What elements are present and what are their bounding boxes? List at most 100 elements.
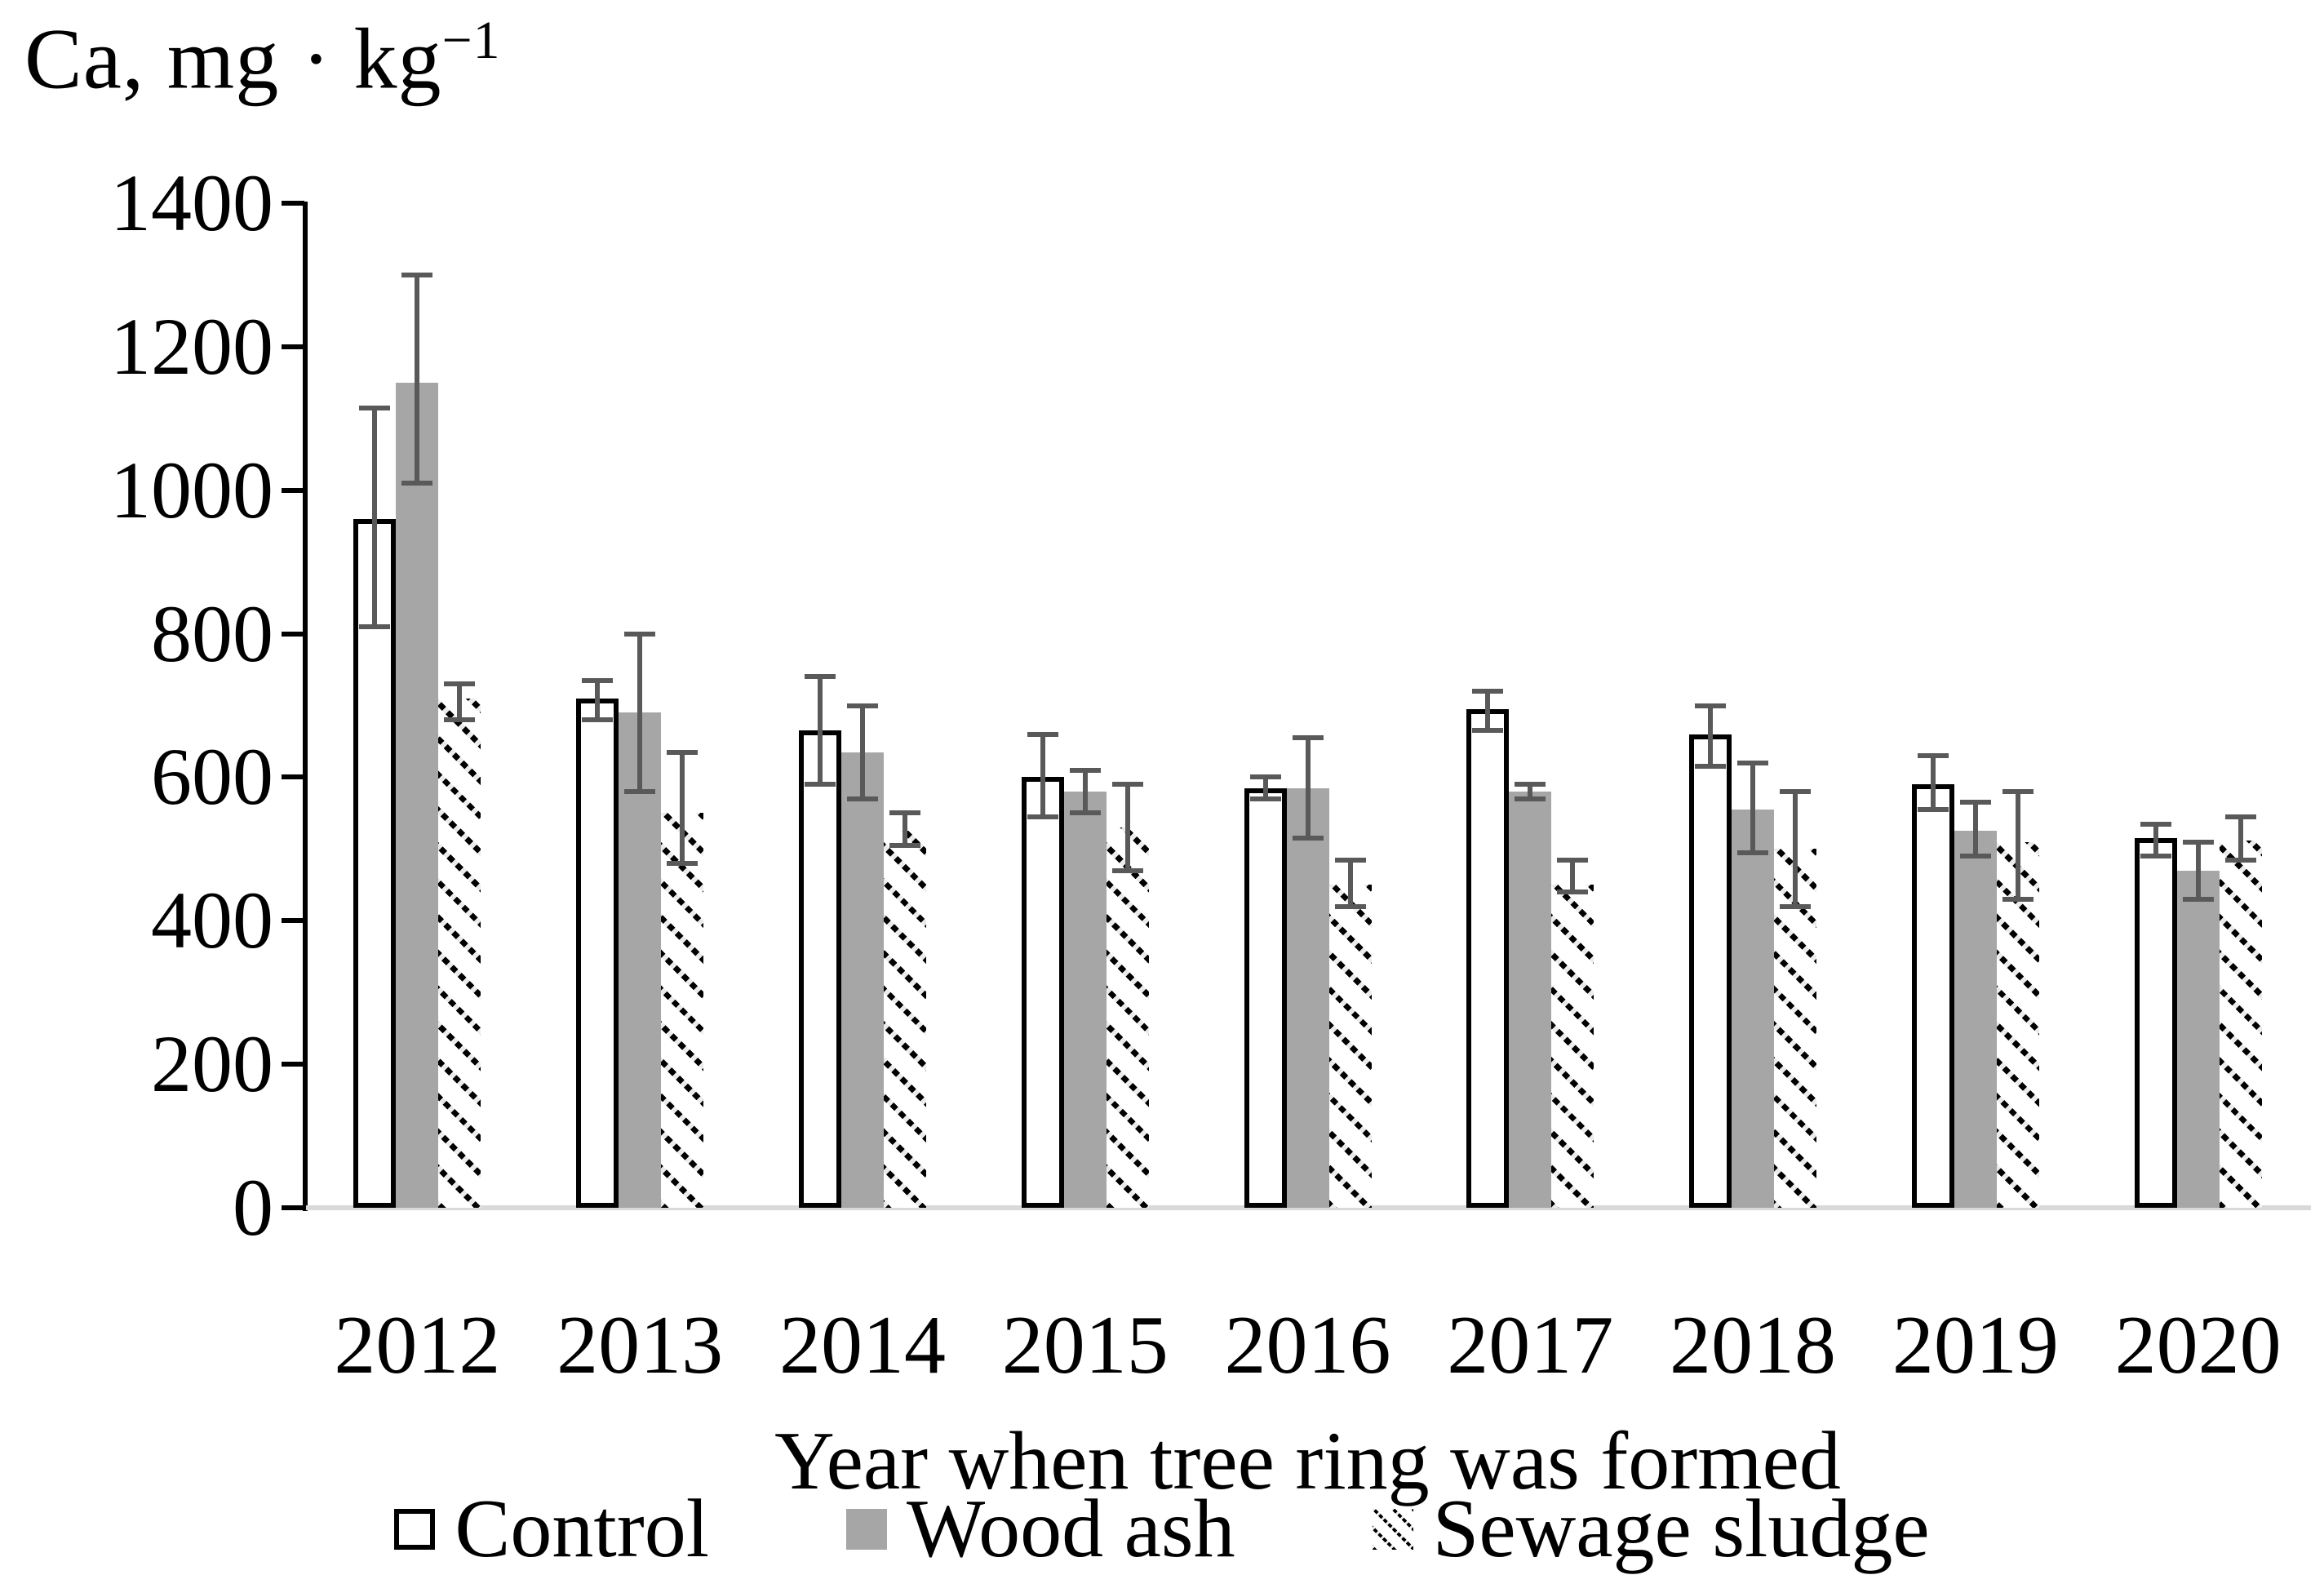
y-tick-label: 200 [151, 1018, 273, 1110]
legend-item-sewage-sludge: Sewage sludge [1372, 1487, 1930, 1572]
error-cap-top-sewage-2018 [1780, 789, 1812, 794]
x-tick-label-2020: 2020 [2114, 1299, 2282, 1391]
error-cap-bottom-wood-ash-2018 [1737, 850, 1769, 855]
error-cap-bottom-wood-ash-2013 [624, 789, 656, 794]
error-bar-wood-ash-2013 [637, 633, 643, 792]
error-cap-top-control-2014 [804, 674, 836, 680]
error-bar-sewage-2020 [2238, 816, 2243, 860]
y-tick-label: 800 [151, 588, 273, 679]
error-bar-sewage-2015 [1124, 784, 1130, 871]
error-cap-bottom-sewage-2019 [2002, 896, 2034, 902]
y-tick-label: 600 [151, 731, 273, 823]
error-cap-bottom-control-2012 [359, 623, 391, 629]
error-cap-top-wood-ash-2013 [624, 631, 656, 637]
error-bar-wood-ash-2017 [1528, 784, 1533, 799]
y-tick-mark [282, 774, 304, 780]
y-tick-mark [282, 1062, 304, 1067]
error-bar-control-2015 [1040, 734, 1045, 817]
error-cap-top-control-2013 [582, 677, 614, 683]
error-cap-top-wood-ash-2018 [1737, 760, 1769, 765]
error-cap-bottom-sewage-2014 [889, 842, 920, 848]
error-cap-bottom-wood-ash-2019 [1959, 854, 1991, 859]
bar-sewage-2016 [1328, 885, 1372, 1208]
x-axis-title: Year when tree ring was formed [774, 1415, 1841, 1507]
error-bar-sewage-2014 [902, 813, 907, 845]
legend-swatch-control [394, 1509, 436, 1550]
bar-sewage-2019 [1996, 841, 2039, 1208]
y-tick-label: 0 [233, 1162, 273, 1253]
error-cap-top-sewage-2020 [2224, 814, 2256, 819]
legend-label-control: Control [455, 1483, 710, 1575]
error-bar-wood-ash-2016 [1305, 738, 1311, 839]
error-cap-top-control-2020 [2140, 821, 2171, 827]
bar-control-2016 [1244, 788, 1287, 1208]
error-bar-wood-ash-2014 [859, 705, 865, 799]
bar-control-2014 [798, 730, 841, 1208]
error-cap-bottom-sewage-2012 [444, 717, 476, 723]
bar-control-2013 [576, 698, 619, 1208]
bar-wood-ash-2015 [1063, 792, 1107, 1208]
chart-title-main: Ca, mg · kg [24, 11, 442, 107]
error-cap-bottom-wood-ash-2017 [1515, 796, 1546, 801]
error-cap-top-control-2018 [1695, 703, 1727, 708]
error-cap-bottom-control-2017 [1472, 728, 1504, 734]
error-cap-bottom-control-2016 [1249, 796, 1281, 801]
x-tick-label-2014: 2014 [778, 1299, 946, 1391]
error-cap-top-wood-ash-2015 [1069, 767, 1101, 773]
error-bar-wood-ash-2015 [1082, 770, 1088, 814]
bar-control-2012 [353, 518, 397, 1208]
error-cap-bottom-control-2014 [804, 782, 836, 788]
error-cap-bottom-control-2020 [2140, 854, 2171, 859]
bar-wood-ash-2012 [396, 382, 439, 1208]
bar-wood-ash-2019 [1954, 831, 1997, 1208]
error-bar-control-2017 [1485, 690, 1491, 731]
bar-sewage-2015 [1106, 827, 1149, 1208]
y-tick-mark [282, 631, 304, 637]
error-cap-top-sewage-2013 [667, 749, 699, 755]
bar-wood-ash-2016 [1286, 788, 1329, 1208]
error-cap-bottom-control-2015 [1027, 814, 1058, 819]
y-tick-mark [282, 344, 304, 349]
error-cap-bottom-wood-ash-2012 [401, 480, 433, 486]
error-cap-top-sewage-2017 [1557, 857, 1589, 863]
error-cap-bottom-wood-ash-2015 [1069, 810, 1101, 816]
error-bar-wood-ash-2019 [1972, 802, 1978, 857]
y-tick-mark [282, 201, 304, 206]
error-cap-bottom-sewage-2016 [1334, 903, 1366, 909]
error-cap-bottom-wood-ash-2014 [846, 796, 878, 801]
error-cap-top-sewage-2016 [1334, 857, 1366, 863]
legend: Control Wood ash Sewage sludge [0, 1487, 2324, 1572]
y-tick-label: 1400 [110, 158, 273, 248]
legend-item-control: Control [394, 1487, 709, 1572]
error-bar-sewage-2018 [1793, 792, 1798, 907]
error-bar-wood-ash-2012 [415, 274, 420, 483]
bar-sewage-2017 [1551, 885, 1594, 1208]
error-cap-bottom-sewage-2020 [2224, 857, 2256, 863]
error-cap-top-sewage-2012 [444, 681, 476, 687]
bar-control-2018 [1689, 734, 1732, 1208]
error-cap-bottom-sewage-2017 [1557, 890, 1589, 895]
error-bar-control-2020 [2153, 823, 2158, 857]
bar-wood-ash-2014 [840, 752, 884, 1208]
plot-area [306, 203, 2309, 1208]
error-bar-sewage-2016 [1347, 859, 1353, 907]
bar-wood-ash-2017 [1509, 792, 1552, 1208]
x-tick-label-2019: 2019 [1892, 1299, 2059, 1391]
legend-swatch-sewage-sludge [1372, 1509, 1413, 1550]
error-cap-bottom-control-2018 [1695, 764, 1727, 770]
bar-wood-ash-2013 [619, 712, 662, 1208]
y-axis-line [303, 202, 308, 1211]
error-cap-bottom-sewage-2013 [667, 860, 699, 866]
bar-sewage-2013 [661, 813, 704, 1208]
y-tick-mark [282, 1205, 304, 1210]
error-bar-sewage-2019 [2015, 792, 2020, 899]
error-bar-sewage-2017 [1570, 859, 1576, 893]
error-cap-top-control-2012 [359, 405, 391, 410]
error-cap-bottom-wood-ash-2020 [2182, 896, 2214, 902]
bar-sewage-2020 [2219, 840, 2262, 1208]
x-tick-label-2017: 2017 [1447, 1299, 1614, 1391]
bar-control-2019 [1911, 784, 1954, 1208]
error-bar-control-2013 [595, 680, 601, 721]
error-cap-top-control-2017 [1472, 688, 1504, 694]
error-bar-control-2014 [817, 677, 823, 785]
